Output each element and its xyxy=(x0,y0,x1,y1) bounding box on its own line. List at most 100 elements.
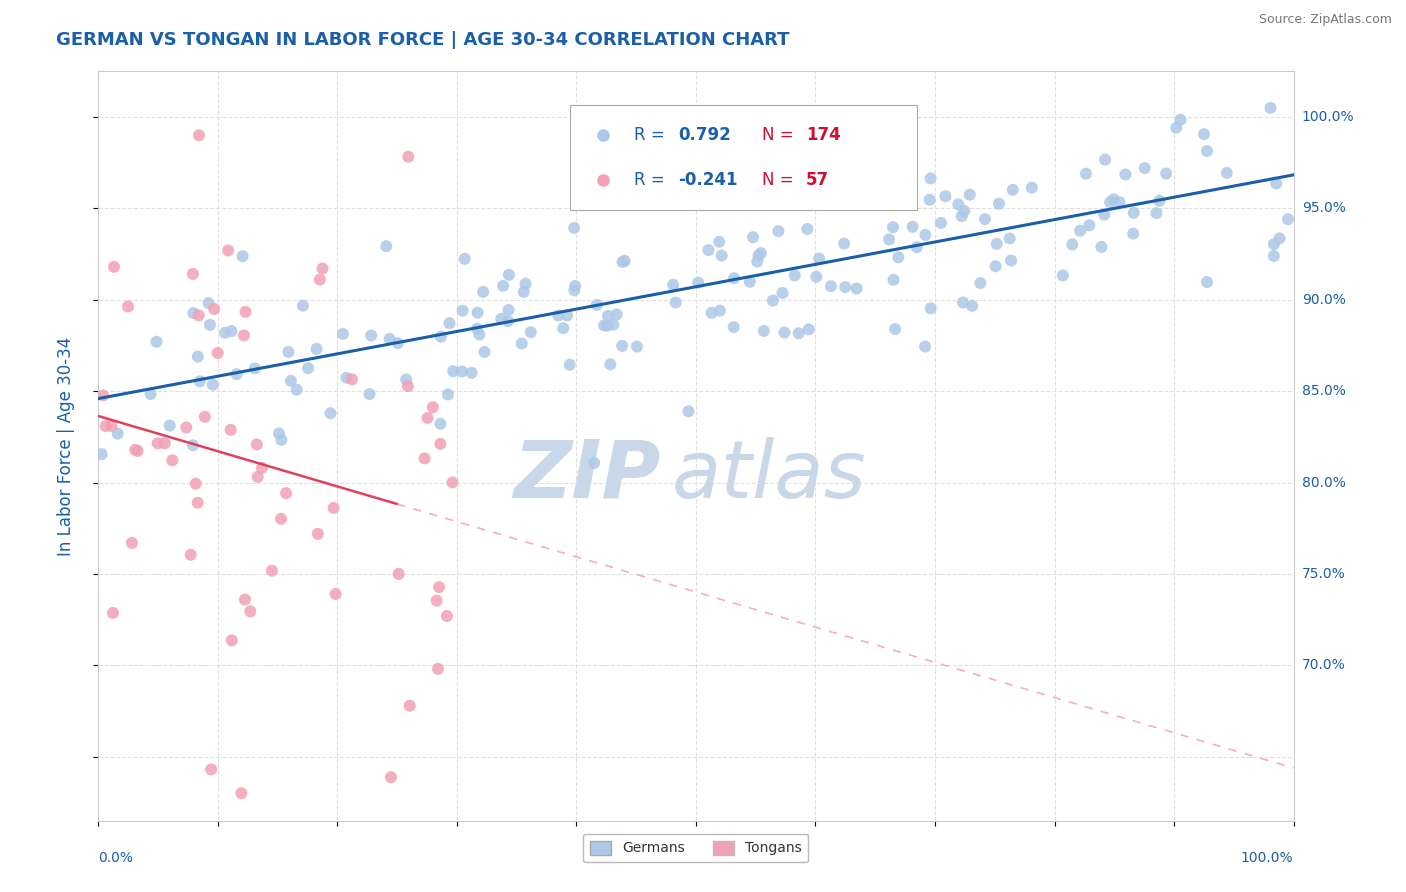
Point xyxy=(583,456,606,470)
Point xyxy=(396,379,419,393)
Point xyxy=(1263,249,1285,263)
Point xyxy=(221,324,243,338)
Point xyxy=(606,308,628,322)
Point xyxy=(426,593,449,607)
Point xyxy=(796,222,818,236)
Point xyxy=(100,419,122,434)
Text: Source: ZipAtlas.com: Source: ZipAtlas.com xyxy=(1258,13,1392,27)
Point xyxy=(297,361,319,376)
Point xyxy=(953,203,976,218)
Point xyxy=(378,332,401,346)
Point xyxy=(806,269,828,284)
Point xyxy=(797,322,820,336)
Point xyxy=(427,662,450,676)
Point xyxy=(817,176,839,190)
Point xyxy=(1195,275,1218,289)
Text: 0.0%: 0.0% xyxy=(98,851,134,865)
Point xyxy=(235,305,257,319)
Text: 80.0%: 80.0% xyxy=(1302,475,1346,490)
Point xyxy=(180,548,202,562)
Point xyxy=(520,325,543,339)
Point xyxy=(562,284,585,298)
Point xyxy=(1021,180,1043,194)
Point xyxy=(453,252,475,266)
Point xyxy=(107,426,129,441)
Point xyxy=(987,196,1010,211)
Point xyxy=(1090,240,1112,254)
Point xyxy=(959,187,981,202)
Point xyxy=(467,306,489,320)
Point xyxy=(395,372,418,386)
Text: 57: 57 xyxy=(806,171,830,189)
Point xyxy=(429,417,451,431)
Point xyxy=(380,770,402,784)
Point xyxy=(387,336,409,351)
Point xyxy=(748,248,770,262)
Point xyxy=(146,436,169,450)
Point xyxy=(882,220,904,235)
Point xyxy=(808,252,831,266)
Point xyxy=(176,420,198,434)
Point xyxy=(952,295,974,310)
Point xyxy=(738,275,761,289)
Point xyxy=(1094,153,1116,167)
Point xyxy=(845,281,868,295)
Point xyxy=(1099,195,1122,210)
Point xyxy=(1001,183,1024,197)
Point xyxy=(103,260,125,274)
Point xyxy=(592,375,614,389)
Point xyxy=(665,295,688,310)
Point xyxy=(596,318,619,333)
Point xyxy=(496,314,519,328)
Point xyxy=(246,437,269,451)
Point xyxy=(662,277,685,292)
Point xyxy=(1092,208,1115,222)
Point xyxy=(181,267,204,281)
Y-axis label: In Labor Force | Age 30-34: In Labor Force | Age 30-34 xyxy=(56,336,75,556)
Point xyxy=(311,261,333,276)
Point xyxy=(1149,194,1171,208)
Point xyxy=(325,587,347,601)
Point xyxy=(599,357,621,371)
Point xyxy=(1265,177,1288,191)
Point xyxy=(710,249,733,263)
Point xyxy=(422,401,444,415)
Point xyxy=(436,609,458,624)
Point xyxy=(697,243,720,257)
Point xyxy=(934,189,956,203)
Point xyxy=(914,339,936,353)
Point xyxy=(772,285,794,300)
Point xyxy=(277,344,299,359)
Point xyxy=(117,300,139,314)
Point xyxy=(307,526,329,541)
Point xyxy=(752,324,775,338)
Point xyxy=(834,280,856,294)
Point xyxy=(602,318,624,332)
Point xyxy=(207,346,229,360)
Point xyxy=(562,221,585,235)
Point xyxy=(250,461,273,475)
Point xyxy=(187,309,209,323)
Point xyxy=(451,364,474,378)
Point xyxy=(998,231,1021,245)
Point xyxy=(121,536,143,550)
Point xyxy=(181,306,204,320)
Point xyxy=(225,367,247,381)
Point xyxy=(709,303,731,318)
Point xyxy=(260,564,283,578)
Point xyxy=(492,278,515,293)
Point xyxy=(217,244,239,258)
Point xyxy=(884,322,907,336)
Point xyxy=(1170,112,1192,127)
Point xyxy=(94,419,117,434)
Point xyxy=(1263,237,1285,252)
Point xyxy=(319,406,342,420)
Point xyxy=(197,296,219,310)
Point xyxy=(322,500,344,515)
Point xyxy=(678,404,700,418)
Point xyxy=(184,476,207,491)
Point xyxy=(246,470,269,484)
Point xyxy=(285,383,308,397)
Point xyxy=(1192,127,1215,141)
Point xyxy=(596,309,619,323)
